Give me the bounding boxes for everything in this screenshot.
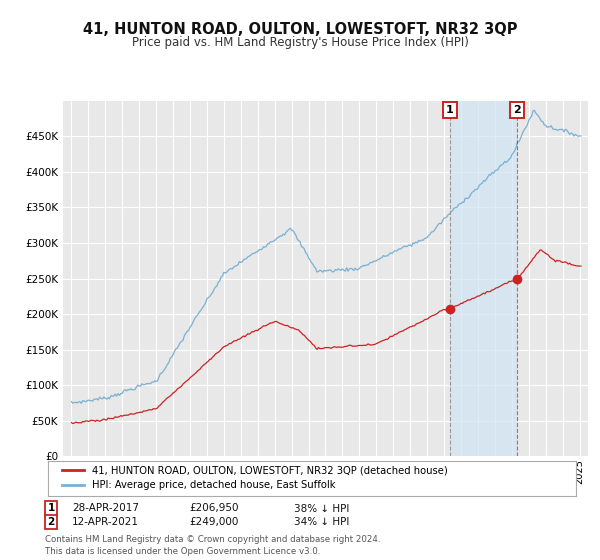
Text: Price paid vs. HM Land Registry's House Price Index (HPI): Price paid vs. HM Land Registry's House … [131,36,469,49]
Text: 34% ↓ HPI: 34% ↓ HPI [294,517,349,527]
Text: 2: 2 [512,105,520,115]
Text: £206,950: £206,950 [189,503,239,514]
Text: 1: 1 [47,503,55,514]
Text: £249,000: £249,000 [189,517,238,527]
Text: 38% ↓ HPI: 38% ↓ HPI [294,503,349,514]
Bar [449,101,517,456]
Text: 41, HUNTON ROAD, OULTON, LOWESTOFT, NR32 3QP: 41, HUNTON ROAD, OULTON, LOWESTOFT, NR32… [83,22,517,38]
Legend: 41, HUNTON ROAD, OULTON, LOWESTOFT, NR32 3QP (detached house), HPI: Average pric: 41, HUNTON ROAD, OULTON, LOWESTOFT, NR32… [58,462,452,494]
Text: 28-APR-2017: 28-APR-2017 [72,503,139,514]
Text: 1: 1 [446,105,454,115]
Text: 2: 2 [47,517,55,527]
Text: 12-APR-2021: 12-APR-2021 [72,517,139,527]
Text: Contains HM Land Registry data © Crown copyright and database right 2024.
This d: Contains HM Land Registry data © Crown c… [45,535,380,556]
